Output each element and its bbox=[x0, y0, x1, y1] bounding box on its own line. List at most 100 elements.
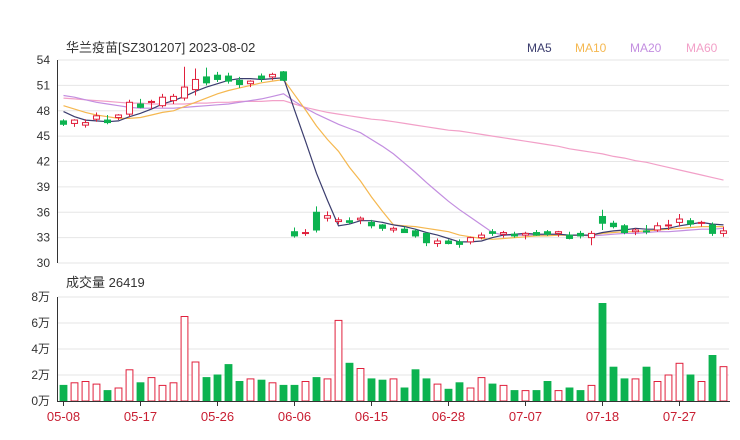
volume-bar bbox=[70, 382, 79, 402]
candle bbox=[466, 236, 475, 245]
date-tick-label: 06-28 bbox=[432, 409, 465, 424]
candle-body bbox=[609, 222, 618, 228]
candle-body bbox=[290, 231, 299, 237]
volume-bar bbox=[499, 384, 508, 402]
candle bbox=[587, 230, 596, 246]
candle-body bbox=[213, 74, 222, 80]
candle bbox=[642, 224, 651, 235]
candle bbox=[631, 228, 640, 236]
volume-bar bbox=[488, 383, 497, 402]
legend-ma20: MA20 bbox=[630, 41, 662, 55]
price-tick-label: 30 bbox=[37, 256, 51, 270]
candle bbox=[312, 206, 321, 233]
candle bbox=[136, 98, 145, 109]
candle bbox=[510, 231, 519, 238]
candle bbox=[576, 230, 585, 239]
date-tick-label: 06-15 bbox=[355, 409, 388, 424]
candle bbox=[268, 72, 277, 81]
candle bbox=[609, 220, 618, 229]
candle-body bbox=[334, 219, 343, 223]
candle-body bbox=[719, 230, 728, 234]
volume-bar bbox=[356, 368, 365, 402]
candle-body bbox=[103, 119, 112, 124]
price-y-axis: 54 51 48 45 42 39 36 33 30 bbox=[37, 53, 51, 270]
candle bbox=[147, 99, 156, 110]
volume-bar bbox=[609, 366, 618, 402]
volume-bar bbox=[675, 362, 684, 402]
candle bbox=[532, 230, 541, 236]
candle-body bbox=[466, 237, 475, 243]
volume-bar bbox=[587, 384, 596, 402]
candle bbox=[158, 93, 167, 108]
candle bbox=[455, 239, 464, 248]
candle-body bbox=[565, 234, 574, 239]
candle bbox=[719, 226, 728, 237]
candle-body bbox=[70, 119, 79, 124]
candle bbox=[290, 227, 299, 238]
candle bbox=[334, 217, 343, 225]
candle bbox=[59, 119, 68, 126]
ma20-line bbox=[63, 93, 724, 237]
candle-body bbox=[81, 122, 90, 126]
candle-body bbox=[521, 232, 530, 236]
volume-bar bbox=[345, 362, 354, 402]
volume-bar bbox=[400, 387, 409, 402]
candle-body bbox=[653, 225, 662, 231]
date-tick-label: 05-08 bbox=[47, 409, 80, 424]
candle bbox=[389, 226, 398, 233]
candle-body bbox=[147, 100, 156, 103]
candle bbox=[180, 66, 189, 101]
candle bbox=[114, 114, 123, 121]
date-tick-label: 07-18 bbox=[586, 409, 619, 424]
candle bbox=[92, 112, 101, 122]
date-tick-label: 07-27 bbox=[663, 409, 696, 424]
candle bbox=[279, 70, 288, 82]
candle-body bbox=[598, 215, 607, 224]
candle bbox=[653, 222, 662, 232]
candle-body bbox=[345, 220, 354, 223]
candle bbox=[598, 209, 607, 231]
volume-grid bbox=[58, 296, 729, 376]
candle bbox=[499, 230, 508, 238]
candle-body bbox=[642, 230, 651, 233]
candle-body bbox=[411, 230, 420, 237]
candle-body bbox=[686, 220, 695, 225]
candle-body bbox=[279, 71, 288, 81]
candle-body bbox=[587, 232, 596, 239]
candle-body bbox=[202, 76, 211, 84]
candle-body bbox=[664, 224, 673, 227]
candle-body bbox=[455, 241, 464, 245]
volume-y-axis: 8万 6万 4万 2万 0万 bbox=[31, 290, 50, 408]
chart-title: 华兰疫苗[SZ301207] 2023-08-02 bbox=[66, 40, 255, 55]
price-tick-label: 33 bbox=[37, 231, 51, 245]
candle bbox=[697, 220, 706, 227]
candle-body bbox=[620, 225, 629, 234]
volume-bar bbox=[378, 379, 387, 402]
candle bbox=[191, 68, 200, 96]
price-tick-label: 48 bbox=[37, 104, 51, 118]
volume-bar bbox=[213, 374, 222, 402]
volume-bar bbox=[59, 384, 68, 402]
candle-body bbox=[532, 232, 541, 236]
volume-bar bbox=[235, 381, 244, 402]
candle bbox=[708, 222, 717, 236]
price-tick-label: 42 bbox=[37, 155, 51, 169]
volume-tick-label: 8万 bbox=[31, 290, 50, 304]
date-tick-label: 06-06 bbox=[278, 409, 311, 424]
volume-tick-label: 2万 bbox=[31, 368, 50, 382]
candle-body bbox=[59, 120, 68, 125]
volume-bar bbox=[444, 388, 453, 402]
date-tick-label: 05-17 bbox=[124, 409, 157, 424]
legend-ma60: MA60 bbox=[686, 41, 718, 55]
candle-body bbox=[433, 240, 442, 245]
candle bbox=[444, 239, 453, 245]
volume-bar bbox=[312, 377, 321, 402]
volume-bar bbox=[257, 379, 266, 402]
volume-bar bbox=[631, 378, 640, 402]
candle bbox=[543, 230, 552, 236]
volume-bar bbox=[323, 378, 332, 402]
candle-body bbox=[125, 101, 134, 115]
volume-bar bbox=[565, 387, 574, 402]
candle-body bbox=[697, 221, 706, 224]
candle-body bbox=[180, 86, 189, 99]
